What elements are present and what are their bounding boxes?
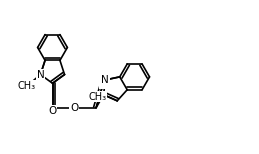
Text: N: N: [101, 75, 109, 85]
Text: CH₃: CH₃: [88, 92, 106, 102]
Text: O: O: [100, 78, 108, 88]
Text: O: O: [48, 106, 57, 116]
Text: CH₃: CH₃: [17, 81, 35, 91]
Text: N: N: [37, 70, 44, 79]
Text: O: O: [70, 103, 78, 113]
